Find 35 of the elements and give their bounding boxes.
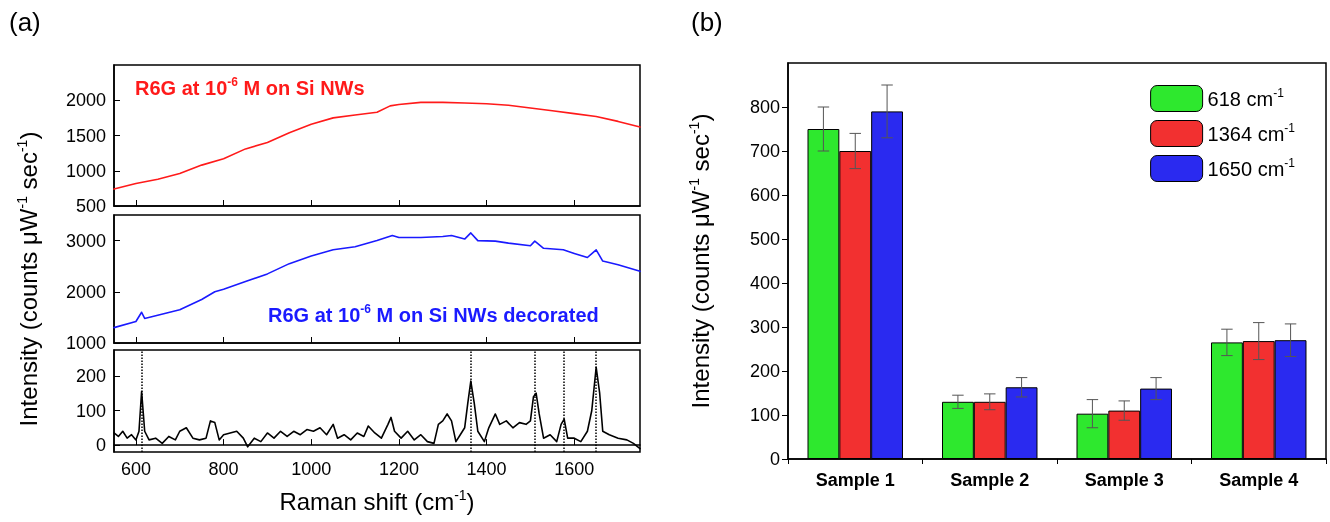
x-tick-label: 1600 — [554, 459, 595, 479]
y-tick-label: 700 — [749, 141, 780, 161]
x-tick-label: 1200 — [378, 459, 419, 479]
x-tick-label: Sample 3 — [1084, 470, 1164, 490]
x-tick-label: Sample 1 — [815, 470, 895, 490]
y-tick-label: 400 — [749, 273, 780, 293]
y-tick-label: 200 — [749, 361, 780, 381]
y-tick-label: 2000 — [65, 90, 106, 111]
chart-title: (b) — [691, 7, 723, 37]
y-tick-label: 600 — [749, 185, 780, 205]
y-tick-label: 500 — [749, 229, 780, 249]
y-axis-title: Intensity (counts μW-1 sec-1) — [686, 113, 714, 409]
x-tick-label: 1000 — [291, 459, 332, 479]
y-tick-label: 800 — [749, 97, 780, 117]
y-tick-label: 100 — [749, 405, 780, 425]
y-axis-title: Intensity (counts μW-1 sec-1) — [14, 131, 42, 427]
chart-title: (a) — [9, 7, 41, 37]
line-series — [113, 101, 641, 190]
x-tick-label: 1400 — [466, 459, 507, 479]
x-tick-label: 800 — [208, 459, 239, 479]
y-tick-label: 2000 — [65, 281, 106, 302]
y-tick-label: 100 — [75, 400, 106, 421]
y-tick-label: 0 — [95, 435, 106, 456]
y-tick-label: 300 — [749, 317, 780, 337]
line-series — [113, 232, 641, 329]
x-tick-label: 600 — [120, 459, 151, 479]
y-tick-label: 1000 — [65, 160, 106, 181]
x-tick-label: Sample 4 — [1219, 470, 1299, 490]
y-tick-label: 200 — [75, 365, 106, 386]
y-tick-label: 0 — [769, 449, 780, 469]
x-tick-label: Sample 2 — [950, 470, 1030, 490]
y-tick-label: 500 — [75, 196, 106, 216]
y-tick-label: 1000 — [65, 333, 106, 353]
y-tick-label: 1500 — [65, 125, 106, 146]
y-tick-label: 3000 — [65, 230, 106, 251]
